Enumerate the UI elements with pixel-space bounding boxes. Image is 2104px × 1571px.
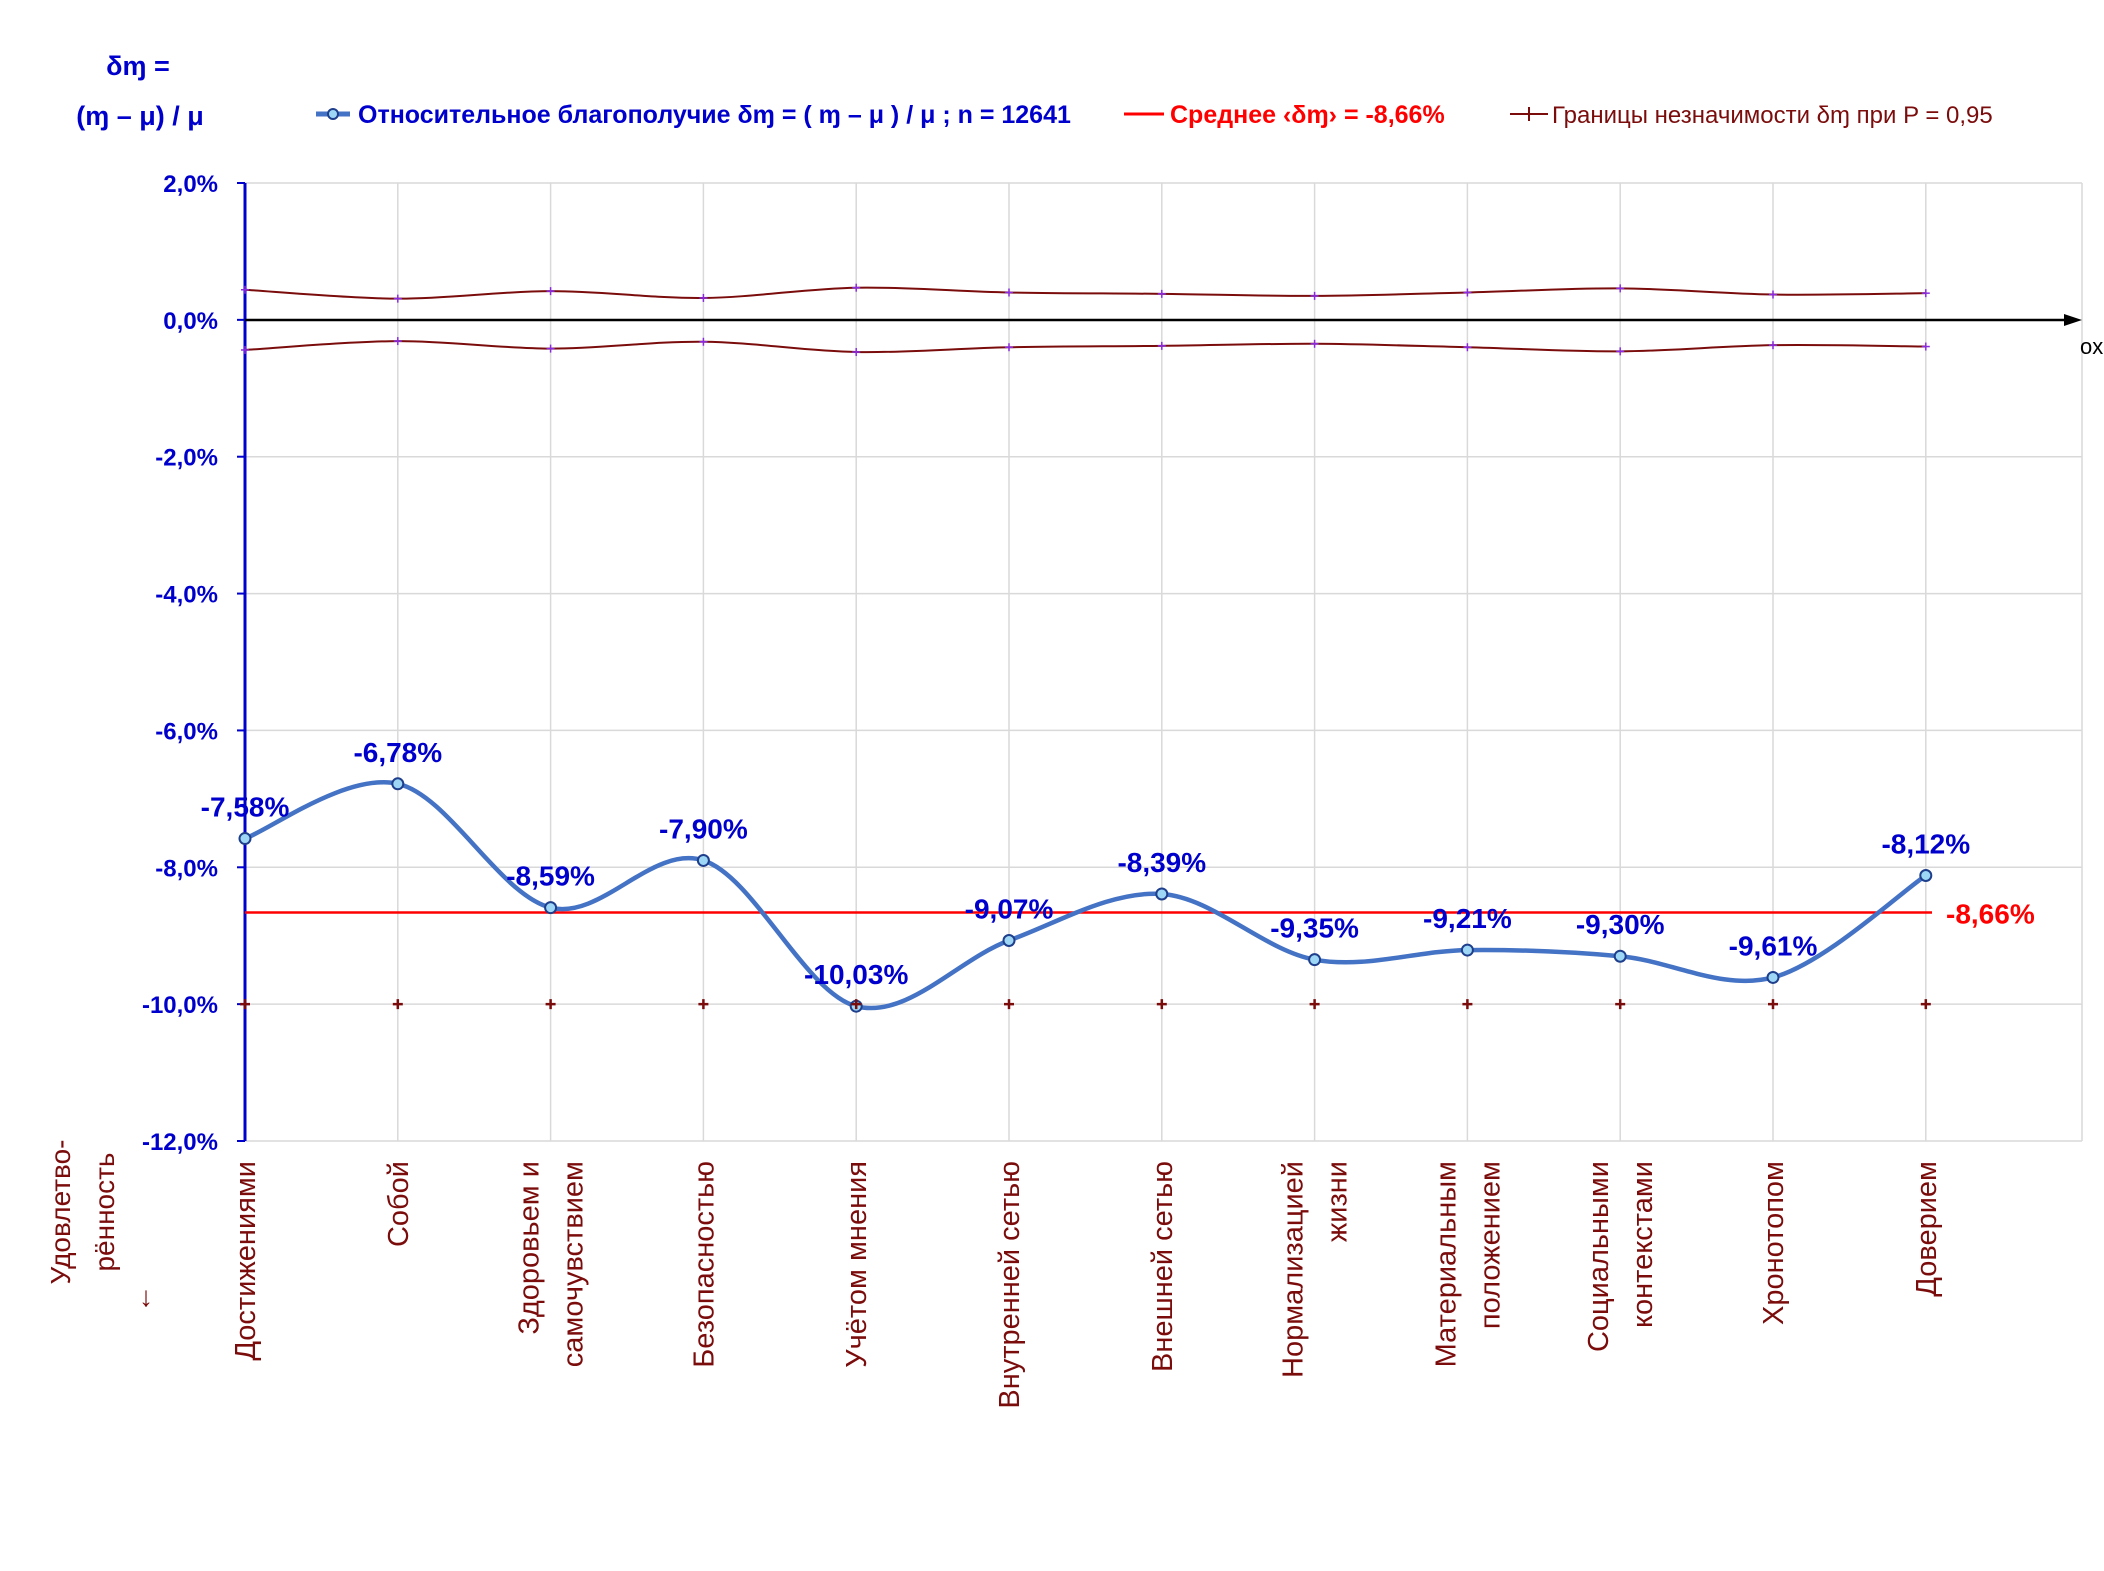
data-point	[1613, 949, 1627, 963]
y-tick-label: -6,0%	[155, 718, 218, 745]
data-label: -9,07%	[965, 894, 1054, 925]
y-tick-label: -4,0%	[155, 582, 218, 609]
legend-series-label: Относительное благополучие δɱ = ( ɱ – μ …	[358, 101, 1071, 129]
x-tick-label: Учётом мнения	[841, 1161, 873, 1368]
data-label: -9,21%	[1423, 903, 1512, 934]
data-label: -10,03%	[804, 959, 908, 990]
y-axis: 2,0% 0,0% -2,0% -4,0% -6,0% -8,0% -10,0% -12,0%	[142, 171, 245, 1156]
data-label: -6,78%	[353, 737, 442, 768]
data-point	[391, 777, 405, 791]
legend: Относительное благополучие δɱ = ( ɱ – μ …	[316, 101, 1993, 129]
data-label: -7,58%	[201, 792, 290, 823]
significance-bounds	[241, 283, 1930, 357]
data-label: -8,39%	[1117, 847, 1206, 878]
x-title-line2: рённость	[89, 1152, 120, 1271]
mean-value-label: -8,66%	[1946, 898, 2035, 929]
x-axis-label: ox	[2080, 334, 2103, 359]
x-tick-label: Нормализацией	[1278, 1161, 1310, 1378]
y-axis-title-line1: δɱ =	[106, 51, 170, 81]
y-tick-label: 0,0%	[163, 308, 218, 335]
data-label: -8,59%	[506, 861, 595, 892]
x-title-line1: Удовлетво-	[45, 1139, 76, 1284]
x-tick-label: Внешней сетью	[1147, 1161, 1179, 1372]
x-tick-label: Здоровьем и	[514, 1161, 546, 1335]
x-tick-label: Социальными	[1583, 1161, 1615, 1352]
x-tick-label: Безопасностью	[688, 1161, 720, 1368]
y-tick-label: -10,0%	[142, 992, 218, 1019]
data-point	[1155, 887, 1169, 901]
data-label: -8,12%	[1881, 828, 1970, 859]
x-axis-categories: Достижениями Собой Здоровьем и самочувствие…	[230, 1161, 1943, 1409]
series-line	[244, 780, 1928, 1011]
y-tick-label: 2,0%	[163, 171, 218, 198]
axes: ox	[243, 183, 2103, 1141]
y-tick-label: -12,0%	[142, 1129, 218, 1156]
x-title-arrow: ↓	[139, 1281, 153, 1312]
data-point	[696, 853, 710, 867]
x-tick-label: жизни	[1322, 1161, 1354, 1242]
x-tick-label: Хронотопом	[1758, 1161, 1790, 1325]
bounds-upper-line	[244, 286, 1926, 300]
data-point	[1460, 943, 1474, 957]
x-tick-label: самочувствием	[558, 1161, 590, 1367]
y-axis-title-line2: (ɱ – μ) / μ	[76, 101, 204, 131]
legend-series-marker	[327, 108, 339, 120]
x-tick-label: Доверием	[1911, 1161, 1943, 1297]
data-label: -9,61%	[1729, 930, 1818, 961]
data-point	[1919, 868, 1933, 882]
x-tick-label: Собой	[383, 1161, 415, 1247]
data-label: -9,35%	[1270, 913, 1359, 944]
data-label: -9,30%	[1576, 909, 1665, 940]
y-tick-label: -8,0%	[155, 855, 218, 882]
data-point	[1308, 953, 1322, 967]
marker-series	[240, 999, 1931, 1010]
x-tick-label: контекстами	[1627, 1161, 1659, 1328]
data-label: -7,90%	[659, 813, 748, 844]
y-tick-label: -2,0%	[155, 445, 218, 472]
mean-series: -8,66%	[245, 898, 2035, 929]
data-point	[544, 901, 558, 915]
bounds-lower-line	[244, 340, 1926, 354]
x-tick-label: Материальным	[1430, 1161, 1462, 1367]
x-tick-label: Достижениями	[230, 1161, 262, 1361]
data-point	[1766, 970, 1780, 984]
legend-mean-label: Среднее ‹δɱ› = -8,66%	[1170, 101, 1445, 129]
data-point	[238, 832, 252, 846]
x-axis-title: Удовлетво- рённость ↓	[45, 1139, 153, 1312]
legend-bounds-label: Границы незначимости δɱ при P = 0,95	[1552, 102, 1993, 129]
grid	[245, 182, 2083, 1142]
x-tick-label: положением	[1474, 1161, 1506, 1329]
data-point	[1002, 934, 1016, 948]
main-series: -7,58% -6,78% -8,59% -7,90% -10,03% -9,07% -8,…	[201, 737, 1970, 1013]
x-tick-label: Внутренней сетью	[994, 1161, 1026, 1409]
zero-axis-arrow	[2064, 314, 2082, 326]
